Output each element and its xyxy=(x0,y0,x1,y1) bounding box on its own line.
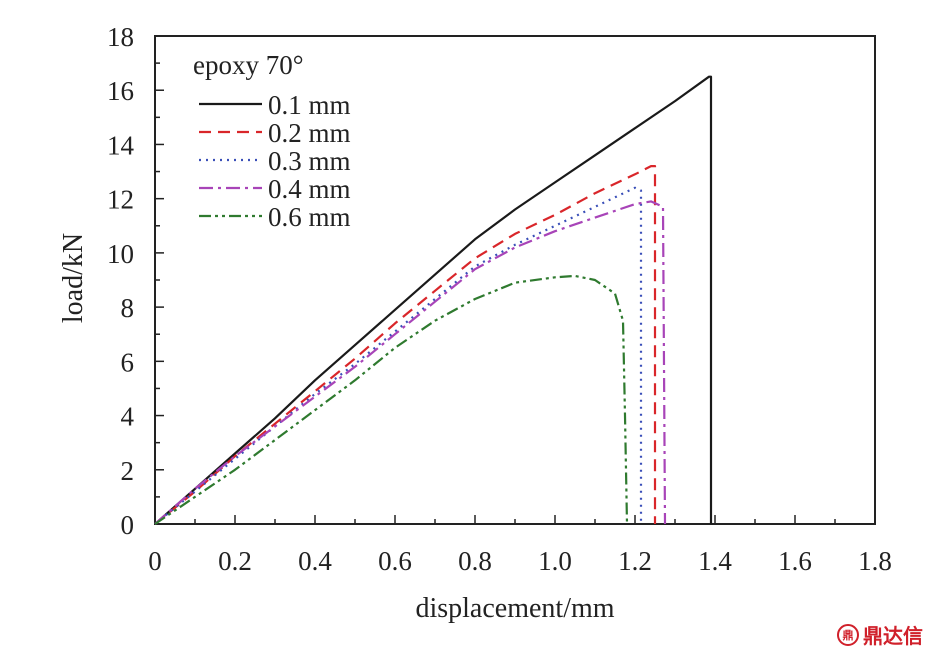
x-tick-label: 1.6 xyxy=(778,546,812,576)
y-tick-label: 8 xyxy=(121,293,135,323)
x-tick-label: 0.4 xyxy=(298,546,332,576)
series-lines xyxy=(154,75,713,525)
legend: epoxy 70° 0.1 mm0.2 mm0.3 mm0.4 mm0.6 mm xyxy=(193,50,351,232)
legend-label: 0.3 mm xyxy=(268,146,351,176)
x-tick-label: 0.6 xyxy=(378,546,412,576)
y-tick-label: 18 xyxy=(107,22,134,52)
x-axis-ticks xyxy=(154,515,876,524)
series-line-0_3-mm xyxy=(154,186,643,525)
x-tick-label: 1.2 xyxy=(618,546,652,576)
x-tick-label: 0.2 xyxy=(218,546,252,576)
plot-border xyxy=(154,35,876,525)
y-tick-label: 2 xyxy=(121,456,135,486)
y-tick-label: 6 xyxy=(121,347,135,377)
legend-label: 0.6 mm xyxy=(268,202,351,232)
x-tick-label: 0.8 xyxy=(458,546,492,576)
y-tick-label: 0 xyxy=(121,510,135,540)
x-tick-label: 1.0 xyxy=(538,546,572,576)
legend-label: 0.2 mm xyxy=(268,118,351,148)
seal-icon: 鼎 xyxy=(837,623,859,646)
x-axis-title: displacement/mm xyxy=(415,593,614,624)
y-tick-label: 12 xyxy=(107,185,134,215)
legend-label: 0.1 mm xyxy=(268,90,351,120)
y-axis-title: load/kN xyxy=(58,233,89,323)
legend-title: epoxy 70° xyxy=(193,50,304,80)
x-tick-label: 0 xyxy=(148,546,162,576)
legend-label: 0.4 mm xyxy=(268,174,351,204)
watermark-text: 鼎达信 xyxy=(863,624,923,648)
y-axis-ticks xyxy=(155,35,164,525)
y-tick-label: 14 xyxy=(107,130,135,160)
series-line-0_1-mm xyxy=(154,75,713,525)
series-line-0_2-mm xyxy=(154,165,657,525)
y-tick-label: 4 xyxy=(121,402,135,432)
watermark-logo: 鼎 鼎达信 xyxy=(837,620,923,649)
y-tick-label: 10 xyxy=(107,239,134,269)
y-tick-label: 16 xyxy=(107,76,134,106)
plot-frame xyxy=(154,35,876,525)
series-line-0_4-mm xyxy=(154,200,667,525)
x-axis-tick-labels: 0 0.2 0.4 0.6 0.8 1.0 1.2 1.4 1.6 1.8 xyxy=(148,546,892,576)
y-axis-tick-labels: 0 2 4 6 8 10 12 14 16 18 xyxy=(107,22,135,540)
series-line-0_6-mm xyxy=(154,274,629,525)
x-tick-label: 1.4 xyxy=(698,546,732,576)
x-tick-label: 1.8 xyxy=(858,546,892,576)
legend-items: 0.1 mm0.2 mm0.3 mm0.4 mm0.6 mm xyxy=(199,90,351,232)
